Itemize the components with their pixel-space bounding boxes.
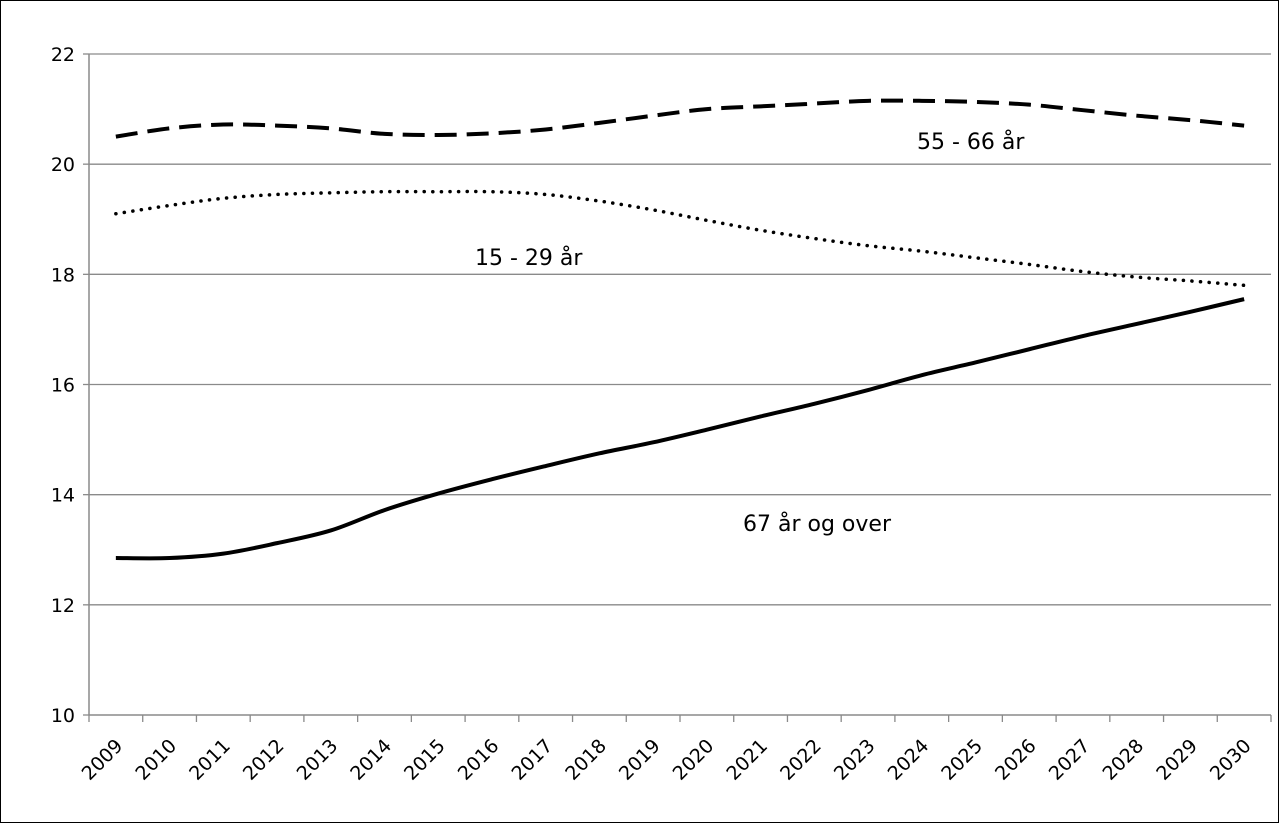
x-tick-label: 2020	[669, 735, 719, 785]
series-line-1	[114, 189, 1246, 288]
x-tick-label: 2028	[1098, 735, 1148, 785]
series-line-0	[115, 98, 1245, 139]
x-tick-label: 2015	[400, 735, 450, 785]
y-tick-label: 12	[51, 595, 75, 617]
x-tick-label: 2009	[78, 735, 128, 785]
x-tick-label: 2021	[722, 735, 772, 785]
x-tick-label: 2012	[239, 735, 289, 785]
x-tick-label: 2014	[346, 735, 396, 785]
y-tick-label: 22	[51, 44, 75, 66]
x-tick-label: 2027	[1045, 735, 1095, 785]
y-tick-label: 14	[51, 485, 75, 507]
y-tick-label: 16	[51, 375, 75, 397]
x-tick-label: 2016	[454, 735, 504, 785]
x-tick-label: 2013	[293, 735, 343, 785]
series-labels: 55 - 66 år 15 - 29 år 67 år og over	[475, 129, 1025, 537]
x-tick-label: 2025	[937, 735, 987, 785]
x-tick-labels: 2009 2010 2011 2012 2013 2014 2015 2016 2017 2018…	[78, 735, 1256, 785]
x-tick-label: 2023	[830, 735, 880, 785]
x-tick-label: 2019	[615, 735, 665, 785]
x-tick-label: 2024	[884, 735, 934, 785]
axes	[88, 54, 1271, 716]
x-tick-label: 2026	[991, 735, 1041, 785]
y-tick-label: 10	[51, 705, 75, 727]
x-tick-label: 2030	[1206, 735, 1256, 785]
y-tick-label: 20	[51, 154, 75, 176]
x-tick-label: 2017	[507, 735, 557, 785]
x-tick-label: 2011	[185, 735, 235, 785]
x-tick-label: 2018	[561, 735, 611, 785]
x-tick-label: 2022	[776, 735, 826, 785]
grid-lines	[83, 53, 1272, 722]
series-label-15-29: 15 - 29 år	[475, 245, 583, 271]
series-label-67-over: 67 år og over	[743, 511, 892, 537]
series-label-55-66: 55 - 66 år	[917, 129, 1025, 155]
y-tick-label: 18	[51, 264, 75, 286]
series-line-2	[115, 297, 1245, 561]
x-tick-label: 2010	[131, 735, 181, 785]
x-tick-label: 2029	[1152, 735, 1202, 785]
series-lines	[114, 98, 1246, 561]
y-tick-labels: 10 12 14 16 18 20 22	[51, 44, 75, 727]
